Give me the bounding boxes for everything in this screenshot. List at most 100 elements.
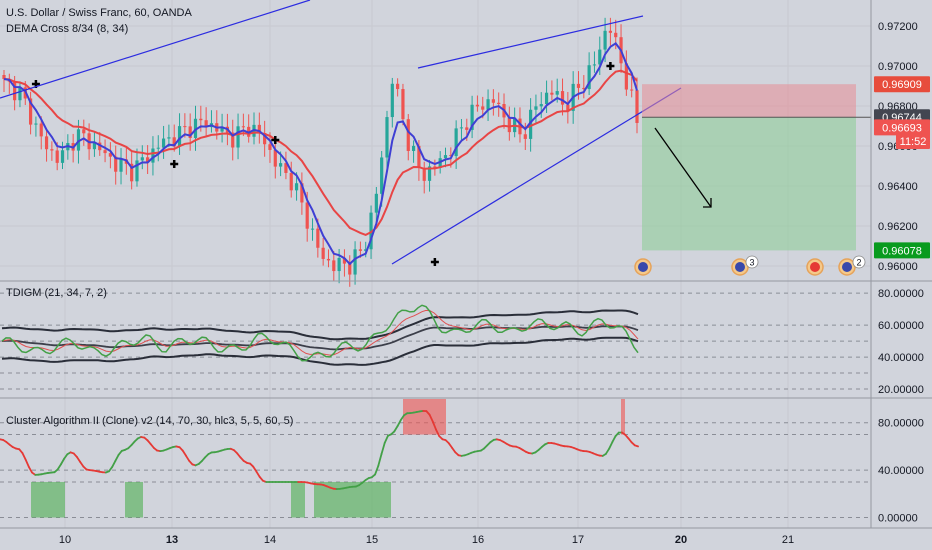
- candle-body: [475, 104, 480, 107]
- flag-count: 2: [856, 258, 861, 268]
- candle-body: [603, 30, 607, 50]
- us-flag-event[interactable]: 2: [838, 255, 866, 276]
- cluster-line-segment: [633, 444, 639, 448]
- cluster-line-segment: [60, 457, 66, 466]
- oversold-zone: [314, 481, 391, 518]
- cluster-line-segment: [396, 419, 402, 428]
- us-flag-event[interactable]: [634, 258, 652, 276]
- price-tick-label: 0.97000: [878, 61, 918, 73]
- candle-body: [401, 89, 405, 120]
- candle-body: [576, 83, 581, 88]
- us-flag-event[interactable]: 3: [731, 255, 759, 276]
- oversold-zone: [31, 481, 65, 518]
- fast-ma-line: [3, 42, 638, 266]
- candle-body: [630, 89, 634, 91]
- candle-body: [156, 147, 160, 149]
- swiss-flag-event[interactable]: [806, 258, 824, 276]
- cluster-line-segment: [255, 470, 261, 478]
- cluster-line-segment: [111, 459, 117, 468]
- candle-body: [342, 257, 347, 264]
- price-tick-label: 0.96200: [878, 221, 918, 233]
- cross-marker: [606, 62, 615, 70]
- take-profit-label-box[interactable]: [874, 242, 930, 259]
- candle-body: [321, 247, 325, 259]
- cluster-line-segment: [380, 441, 386, 455]
- candle-body: [161, 138, 166, 148]
- candle-body: [231, 132, 235, 148]
- candle-body: [534, 106, 538, 110]
- time-tick-label: 17: [572, 534, 584, 546]
- candle-body: [422, 167, 426, 181]
- candle-body: [135, 160, 139, 182]
- trendline[interactable]: [0, 0, 311, 99]
- time-axis[interactable]: 10 13 14 15 16 17 20 21: [59, 534, 794, 546]
- candle-body: [220, 126, 224, 132]
- candle-body: [114, 156, 118, 172]
- candle-body: [60, 150, 65, 163]
- overbought-zone: [403, 399, 446, 435]
- tdi-pane[interactable]: [0, 292, 871, 390]
- price-tick-label: 0.96000: [878, 261, 918, 273]
- tdi-tick-label: 20.00000: [878, 384, 924, 396]
- candle-body: [385, 117, 389, 158]
- take-profit-zone[interactable]: [642, 117, 856, 251]
- cluster-pane[interactable]: [0, 399, 871, 519]
- cluster-line-segment: [252, 465, 258, 473]
- candle-body: [491, 99, 495, 103]
- candle-body: [598, 49, 602, 65]
- price-axis[interactable]: 0.972000.970000.968000.966000.964000.962…: [874, 21, 930, 525]
- candle-body: [358, 249, 362, 251]
- target-price-label-box[interactable]: [874, 76, 930, 93]
- cluster-line-segment: [431, 420, 437, 431]
- stop-loss-zone[interactable]: [642, 84, 856, 118]
- time-tick-label: 13: [166, 534, 178, 546]
- cluster-line-segment: [377, 453, 383, 467]
- candle-body: [443, 155, 448, 159]
- candle-body: [353, 249, 357, 275]
- stop-price-label-box[interactable]: [874, 119, 930, 136]
- cluster-line-segment: [435, 428, 441, 438]
- candle-body: [417, 145, 421, 168]
- time-tick-label: 20: [675, 534, 687, 546]
- cluster-line-segment: [79, 460, 85, 468]
- flag-count: 3: [749, 258, 754, 268]
- candle-body: [390, 83, 394, 118]
- channel-upper-line[interactable]: [417, 15, 644, 69]
- flag-count-badge: [745, 255, 759, 269]
- candle-body: [465, 127, 469, 130]
- overbought-zone: [621, 399, 625, 435]
- take-profit-label: 0.96078: [882, 245, 922, 257]
- candle-body: [310, 228, 315, 230]
- candle-body: [332, 260, 336, 272]
- candle-body: [2, 75, 6, 79]
- candle-body: [624, 63, 628, 90]
- tdi-tick-label: 40.00000: [878, 352, 924, 364]
- cluster-line-segment: [63, 453, 69, 460]
- candle-body: [582, 87, 586, 90]
- flag-count-badge: [852, 255, 866, 269]
- candle-body: [284, 163, 288, 173]
- countdown-label-box[interactable]: [896, 133, 930, 149]
- cluster-line-segment: [21, 452, 27, 461]
- candle-body: [337, 257, 341, 272]
- channel-lower-line[interactable]: [391, 87, 682, 265]
- cluster-line-segment: [383, 434, 389, 444]
- flag-center: [638, 262, 648, 272]
- candle-body: [529, 109, 533, 139]
- cluster-tick-label: 40.00000: [878, 465, 924, 477]
- candle-body: [305, 202, 309, 229]
- indicator-legend: DEMA Cross 8/34 (8, 34): [6, 23, 128, 35]
- candle-body: [92, 142, 97, 150]
- price-tick-label: 0.96400: [878, 181, 918, 193]
- candle-body: [566, 104, 570, 111]
- candle-body: [204, 120, 208, 128]
- candle-body: [98, 142, 102, 151]
- projection-arrow[interactable]: [654, 127, 712, 208]
- cluster-legend: Cluster Algorithm II (Clone) v2 (14, 70,…: [6, 415, 293, 427]
- cluster-line-segment: [114, 453, 120, 462]
- candle-body: [183, 126, 187, 128]
- cross-marker: [170, 160, 179, 168]
- candle-body: [459, 127, 464, 129]
